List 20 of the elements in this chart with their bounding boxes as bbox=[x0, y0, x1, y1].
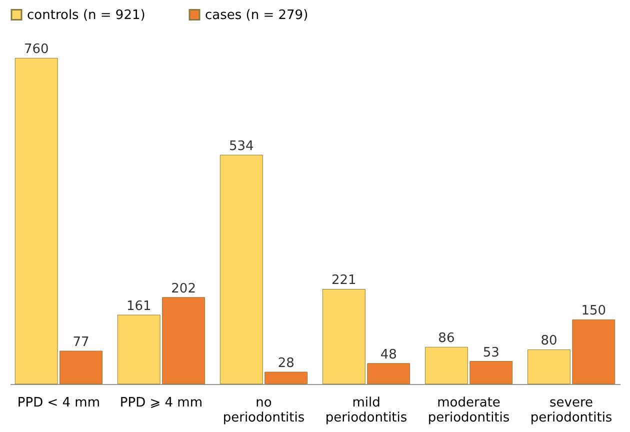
x-tick-label: PPD < 4 mm bbox=[17, 396, 100, 410]
legend-label: cases (n = 279) bbox=[205, 8, 308, 23]
data-label: 53 bbox=[482, 345, 500, 360]
data-label: 150 bbox=[581, 304, 606, 319]
x-tick-label: no periodontitis bbox=[222, 396, 305, 426]
data-label: 48 bbox=[380, 347, 397, 362]
legend-label: controls (n = 921) bbox=[27, 8, 146, 23]
data-label: 534 bbox=[228, 139, 254, 154]
data-label: 161 bbox=[126, 298, 152, 314]
x-tick-label: mild periodontitis bbox=[325, 396, 408, 426]
data-label: 760 bbox=[24, 42, 49, 58]
data-label: 80 bbox=[540, 334, 558, 349]
data-label: 28 bbox=[278, 356, 294, 371]
data-label: 221 bbox=[332, 273, 356, 288]
data-label: 202 bbox=[171, 281, 196, 296]
data-label: 77 bbox=[72, 334, 90, 350]
data-label: 86 bbox=[438, 331, 455, 346]
x-tick-label: PPD ⩾ 4 mm bbox=[120, 396, 203, 410]
x-tick-label: moderate periodontitis bbox=[428, 396, 510, 426]
x-tick-label: severe periodontitis bbox=[530, 396, 612, 426]
